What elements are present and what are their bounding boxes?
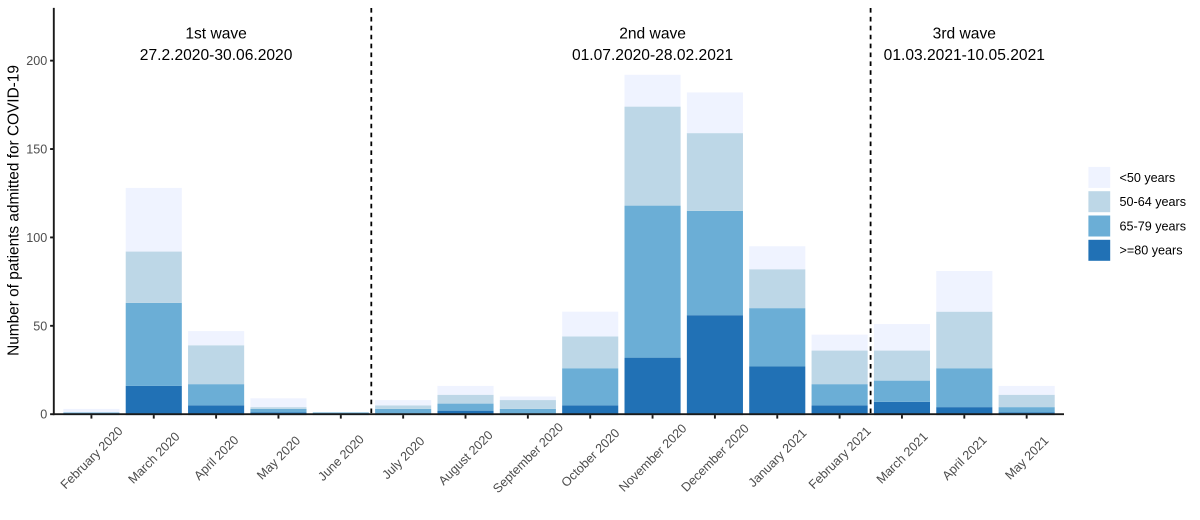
svg-text:65-79 years: 65-79 years — [1120, 219, 1187, 233]
svg-text:50: 50 — [33, 319, 47, 333]
svg-text:1st wave: 1st wave — [185, 25, 247, 42]
svg-text:0: 0 — [40, 408, 47, 422]
svg-text:2nd wave: 2nd wave — [619, 25, 686, 42]
svg-text:27.2.2020-30.06.2020: 27.2.2020-30.06.2020 — [140, 47, 293, 64]
svg-text:150: 150 — [26, 143, 47, 157]
svg-text:100: 100 — [26, 231, 47, 245]
svg-text:<50 years: <50 years — [1120, 171, 1176, 185]
svg-text:01.07.2020-28.02.2021: 01.07.2020-28.02.2021 — [572, 47, 733, 64]
svg-text:Number of patients admitted fo: Number of patients admitted for COVID-19 — [6, 65, 23, 356]
svg-text:200: 200 — [26, 54, 47, 68]
svg-text:>=80 years: >=80 years — [1120, 244, 1183, 258]
svg-text:01.03.2021-10.05.2021: 01.03.2021-10.05.2021 — [884, 47, 1045, 64]
svg-text:3rd wave: 3rd wave — [933, 25, 996, 42]
svg-text:50-64 years: 50-64 years — [1120, 195, 1187, 209]
